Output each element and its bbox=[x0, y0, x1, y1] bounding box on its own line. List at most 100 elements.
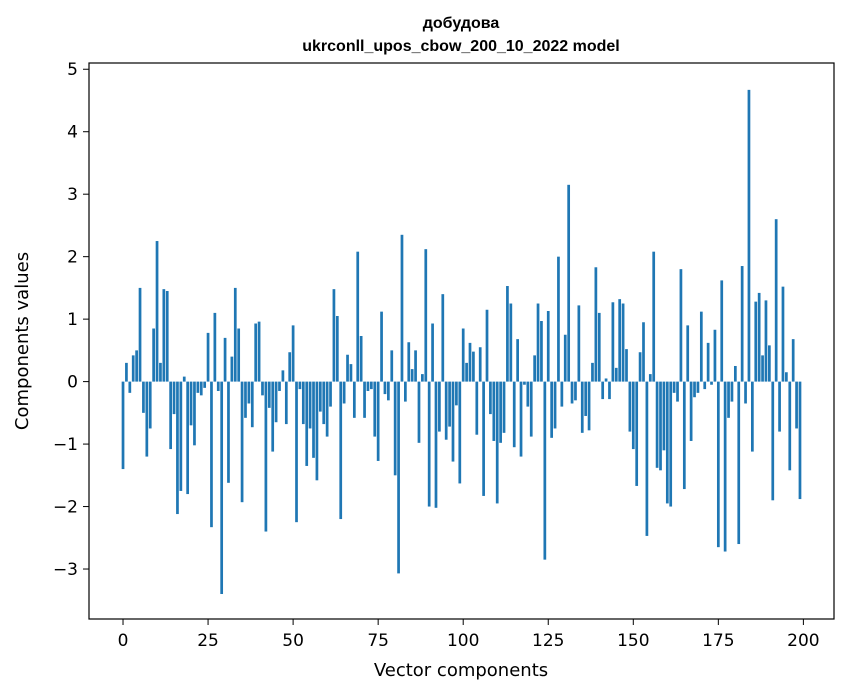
bar bbox=[301, 381, 305, 425]
bar bbox=[699, 311, 703, 382]
bar bbox=[240, 381, 244, 503]
bar bbox=[580, 381, 584, 433]
bar bbox=[655, 381, 659, 468]
x-tick-label: 200 bbox=[787, 631, 819, 651]
bar bbox=[577, 305, 581, 382]
bar bbox=[274, 381, 278, 423]
bar bbox=[312, 381, 315, 458]
bar bbox=[397, 381, 400, 574]
bar bbox=[614, 367, 618, 382]
bar bbox=[723, 381, 727, 552]
bar bbox=[421, 374, 424, 382]
plot-area bbox=[89, 63, 834, 619]
bar bbox=[179, 381, 183, 491]
bar bbox=[523, 381, 526, 385]
bar bbox=[468, 342, 472, 382]
bar bbox=[472, 351, 475, 382]
bar bbox=[138, 287, 142, 382]
bar bbox=[618, 299, 622, 382]
bar bbox=[186, 381, 190, 495]
bar bbox=[730, 381, 734, 402]
bar bbox=[121, 381, 125, 470]
bar bbox=[448, 381, 451, 427]
bar bbox=[387, 381, 390, 401]
bar bbox=[482, 381, 485, 496]
bar bbox=[676, 381, 679, 402]
bar bbox=[540, 321, 543, 382]
bar bbox=[696, 381, 700, 393]
bar bbox=[645, 381, 649, 536]
bar bbox=[747, 89, 751, 382]
bar bbox=[509, 303, 513, 382]
bar bbox=[672, 381, 676, 393]
bar bbox=[621, 303, 625, 382]
bar bbox=[230, 356, 234, 382]
bar bbox=[716, 381, 720, 548]
bar bbox=[536, 303, 540, 382]
bar bbox=[329, 381, 332, 407]
bar bbox=[407, 342, 411, 382]
bar bbox=[291, 325, 295, 382]
bar bbox=[611, 302, 615, 382]
bar bbox=[669, 381, 673, 507]
bar bbox=[713, 329, 717, 382]
bar bbox=[298, 381, 302, 390]
bar bbox=[451, 381, 455, 462]
bar bbox=[465, 362, 468, 382]
bar bbox=[764, 300, 768, 382]
bar bbox=[359, 336, 363, 382]
bar bbox=[142, 381, 145, 413]
bar bbox=[652, 251, 656, 382]
bar bbox=[495, 381, 499, 504]
bar bbox=[492, 381, 496, 441]
bar bbox=[774, 219, 778, 382]
bar bbox=[322, 381, 326, 425]
bar bbox=[601, 381, 605, 400]
bar bbox=[335, 316, 339, 382]
bar bbox=[284, 381, 288, 425]
bar bbox=[791, 339, 795, 382]
bar bbox=[356, 251, 360, 382]
plot-frame bbox=[88, 62, 835, 620]
x-tick-label: 50 bbox=[282, 631, 304, 651]
bar bbox=[431, 323, 434, 382]
bar bbox=[438, 381, 441, 432]
bar bbox=[216, 381, 220, 391]
bar bbox=[659, 381, 662, 471]
bar bbox=[264, 381, 268, 532]
bar bbox=[281, 370, 285, 382]
bar bbox=[271, 381, 275, 452]
bar bbox=[176, 381, 179, 515]
bar bbox=[417, 381, 421, 443]
bar bbox=[162, 289, 166, 382]
bar bbox=[339, 381, 343, 520]
bar bbox=[145, 381, 149, 457]
y-tick-label: 1 bbox=[67, 310, 78, 330]
bar bbox=[128, 381, 132, 393]
bar bbox=[250, 381, 254, 428]
y-tick-label: −3 bbox=[53, 560, 78, 580]
bar bbox=[257, 321, 261, 382]
x-tick-label: 0 bbox=[118, 631, 129, 651]
bar bbox=[563, 334, 567, 382]
bar bbox=[781, 286, 785, 382]
bar bbox=[352, 381, 356, 418]
x-tick-label: 25 bbox=[197, 631, 219, 651]
bar bbox=[193, 381, 196, 446]
bar bbox=[393, 381, 397, 476]
y-tick-label: 2 bbox=[67, 248, 78, 268]
bar bbox=[795, 381, 798, 429]
bar bbox=[560, 381, 564, 407]
y-tick-label: 3 bbox=[67, 185, 78, 205]
bar bbox=[410, 369, 414, 382]
bar bbox=[489, 381, 492, 415]
bar bbox=[400, 234, 404, 382]
bar bbox=[642, 322, 645, 382]
bar bbox=[210, 381, 213, 528]
bar bbox=[587, 381, 591, 431]
x-tick-label: 125 bbox=[532, 631, 564, 651]
bar bbox=[206, 332, 210, 382]
bar bbox=[366, 381, 370, 391]
bar bbox=[686, 325, 690, 382]
bar bbox=[434, 381, 438, 508]
